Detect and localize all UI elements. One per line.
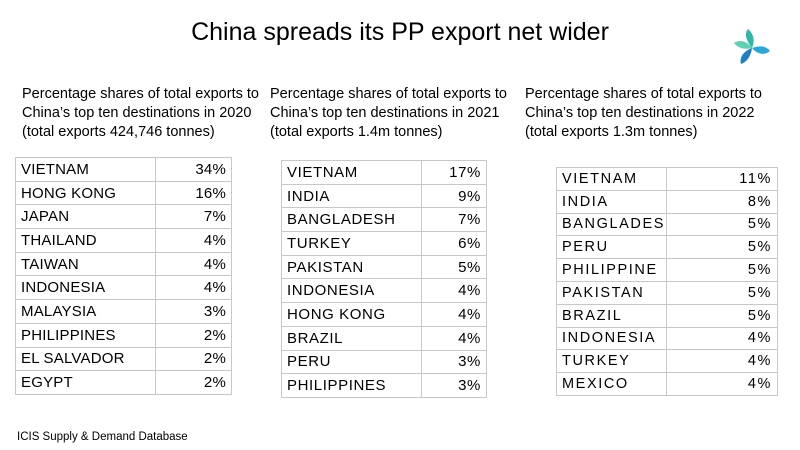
share-cell: 34% — [155, 157, 232, 182]
share-cell: 7% — [155, 204, 232, 230]
table-row: VIETNAM 11% — [556, 167, 778, 191]
share-cell: 4% — [421, 325, 487, 351]
source-note: ICIS Supply & Demand Database — [17, 431, 188, 443]
share-cell: 17% — [421, 160, 487, 185]
share-cell: 3% — [421, 373, 487, 398]
share-cell: 8% — [666, 189, 778, 214]
table-row: HONG KONG 16% — [15, 180, 232, 206]
country-cell: INDONESIA — [281, 278, 422, 304]
table-row: PERU 3% — [281, 349, 487, 375]
country-cell: TURKEY — [556, 349, 667, 374]
table-row: PAKISTAN 5% — [556, 280, 778, 305]
table-row: VIETNAM 34% — [15, 157, 232, 182]
country-cell: PERU — [556, 235, 667, 260]
country-cell: INDIA — [556, 189, 667, 214]
table-row: THAILAND 4% — [15, 228, 232, 253]
country-cell: INDONESIA — [15, 275, 156, 301]
share-cell: 4% — [155, 251, 232, 277]
share-cell: 4% — [666, 349, 778, 374]
table-row: PHILIPPINES 3% — [281, 373, 487, 398]
table-row: BRAZIL 5% — [556, 303, 778, 328]
share-cell: 4% — [421, 302, 487, 327]
country-cell: EL SALVADOR — [15, 346, 156, 372]
share-cell: 11% — [666, 167, 778, 191]
country-cell: VIETNAM — [556, 167, 667, 191]
table-row: HONG KONG 4% — [281, 302, 487, 327]
table-row: MEXICO 4% — [556, 372, 778, 396]
icis-logo-icon — [734, 29, 770, 64]
country-cell: HONG KONG — [15, 180, 156, 206]
share-cell: 4% — [666, 326, 778, 351]
country-cell: HONG KONG — [281, 302, 422, 327]
share-cell: 5% — [666, 280, 778, 305]
country-cell: INDIA — [281, 183, 422, 209]
country-cell: PAKISTAN — [281, 254, 422, 280]
country-cell: TAIWAN — [15, 251, 156, 277]
table-row: PHILIPPINES 2% — [15, 322, 232, 348]
country-cell: JAPAN — [15, 204, 156, 230]
country-cell: TURKEY — [281, 231, 422, 256]
country-cell: INDONESIA — [556, 326, 667, 351]
table-row: BRAZIL 4% — [281, 325, 487, 351]
caption-2022: Percentage shares of total exports to Ch… — [525, 86, 762, 140]
table-row: PHILIPPINE 5% — [556, 258, 778, 282]
country-cell: PHILIPPINES — [15, 322, 156, 348]
table-row: EGYPT 2% — [15, 370, 232, 395]
share-cell: 5% — [421, 254, 487, 280]
table-row: PAKISTAN 5% — [281, 254, 487, 280]
table-row: INDIA 9% — [281, 183, 487, 209]
country-cell: BANGLADES — [556, 212, 667, 237]
share-cell: 2% — [155, 370, 232, 395]
country-cell: VIETNAM — [281, 160, 422, 185]
share-cell: 5% — [666, 258, 778, 282]
table-row: EL SALVADOR 2% — [15, 346, 232, 372]
share-cell: 7% — [421, 207, 487, 233]
country-cell: VIETNAM — [15, 157, 156, 182]
table-2021: VIETNAM 17% INDIA 9% BANGLADESH 7% TURKEY 6% PAK… — [281, 160, 487, 398]
table-row: TURKEY 6% — [281, 231, 487, 256]
share-cell: 6% — [421, 231, 487, 256]
table-2020: VIETNAM 34% HONG KONG 16% JAPAN 7% THAILAND 4% T… — [15, 157, 232, 395]
country-cell: BRAZIL — [281, 325, 422, 351]
caption-2020: Percentage shares of total exports to Ch… — [22, 86, 259, 140]
country-cell: BRAZIL — [556, 303, 667, 328]
table-row: INDONESIA 4% — [556, 326, 778, 351]
table-row: MALAYSIA 3% — [15, 299, 232, 324]
share-cell: 5% — [666, 235, 778, 260]
share-cell: 4% — [155, 228, 232, 253]
table-row: BANGLADES 5% — [556, 212, 778, 237]
country-cell: PERU — [281, 349, 422, 375]
share-cell: 4% — [666, 372, 778, 396]
table-row: TURKEY 4% — [556, 349, 778, 374]
table-row: TAIWAN 4% — [15, 251, 232, 277]
share-cell: 5% — [666, 212, 778, 237]
country-cell: PHILIPPINES — [281, 373, 422, 398]
share-cell: 2% — [155, 346, 232, 372]
country-cell: EGYPT — [15, 370, 156, 395]
country-cell: PAKISTAN — [556, 280, 667, 305]
country-cell: MALAYSIA — [15, 299, 156, 324]
country-cell: MEXICO — [556, 372, 667, 396]
table-row: INDONESIA 4% — [15, 275, 232, 301]
share-cell: 4% — [421, 278, 487, 304]
share-cell: 3% — [155, 299, 232, 324]
share-cell: 4% — [155, 275, 232, 301]
caption-2021: Percentage shares of total exports to Ch… — [270, 86, 507, 140]
country-cell: BANGLADESH — [281, 207, 422, 233]
share-cell: 9% — [421, 183, 487, 209]
table-row: INDONESIA 4% — [281, 278, 487, 304]
table-row: JAPAN 7% — [15, 204, 232, 230]
country-cell: THAILAND — [15, 228, 156, 253]
table-row: VIETNAM 17% — [281, 160, 487, 185]
share-cell: 16% — [155, 180, 232, 206]
share-cell: 2% — [155, 322, 232, 348]
table-row: BANGLADESH 7% — [281, 207, 487, 233]
share-cell: 5% — [666, 303, 778, 328]
chart-title: China spreads its PP export net wider — [191, 18, 609, 46]
country-cell: PHILIPPINE — [556, 258, 667, 282]
table-row: PERU 5% — [556, 235, 778, 260]
table-2022: VIETNAM 11% INDIA 8% BANGLADES 5% PERU 5% PHILIP… — [556, 167, 778, 396]
table-row: INDIA 8% — [556, 189, 778, 214]
share-cell: 3% — [421, 349, 487, 375]
